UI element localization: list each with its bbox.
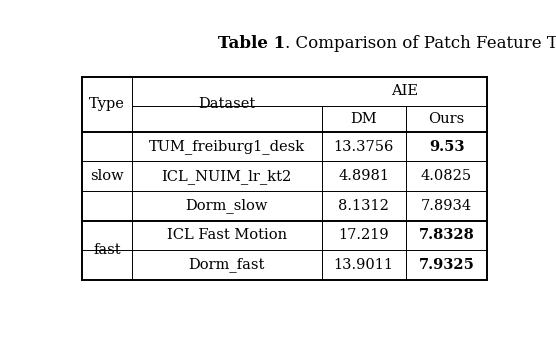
Text: AIE: AIE <box>391 84 418 98</box>
Text: Ours: Ours <box>429 112 465 126</box>
Text: slow: slow <box>91 169 124 183</box>
Text: ICL Fast Motion: ICL Fast Motion <box>167 229 287 242</box>
Text: 13.9011: 13.9011 <box>334 258 394 272</box>
Text: DM: DM <box>350 112 377 126</box>
Text: . Comparison of Patch Feature Tracking: . Comparison of Patch Feature Tracking <box>285 35 556 52</box>
Text: Dataset: Dataset <box>198 98 255 111</box>
Text: 9.53: 9.53 <box>429 140 464 153</box>
Text: Dorm_slow: Dorm_slow <box>186 198 268 213</box>
Text: 4.8981: 4.8981 <box>338 169 389 183</box>
Text: fast: fast <box>93 243 121 257</box>
Text: Table 1: Table 1 <box>218 35 285 52</box>
Text: Type: Type <box>90 98 125 111</box>
Text: TUM_freiburg1_desk: TUM_freiburg1_desk <box>148 139 305 154</box>
Text: ICL_NUIM_lr_kt2: ICL_NUIM_lr_kt2 <box>162 169 292 184</box>
Text: 7.8934: 7.8934 <box>421 199 472 213</box>
Text: Dorm_fast: Dorm_fast <box>188 258 265 272</box>
Text: 4.0825: 4.0825 <box>421 169 472 183</box>
Text: 8.1312: 8.1312 <box>338 199 389 213</box>
Text: 17.219: 17.219 <box>338 229 389 242</box>
Text: 7.8328: 7.8328 <box>419 229 474 242</box>
Text: 13.3756: 13.3756 <box>334 140 394 153</box>
Text: 7.9325: 7.9325 <box>419 258 474 272</box>
